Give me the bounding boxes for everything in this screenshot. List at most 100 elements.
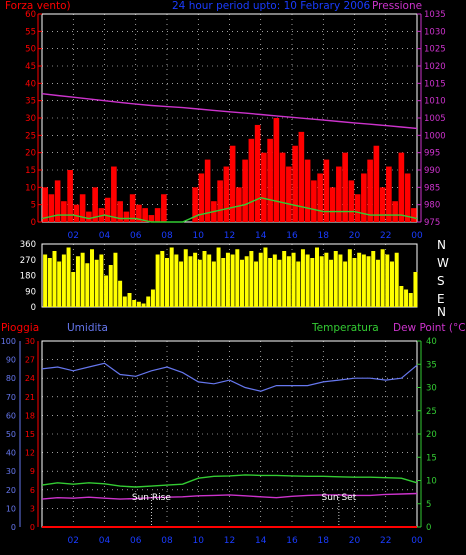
pressure-y-tick-1000: 1000 bbox=[424, 131, 446, 141]
direction-bar-17 bbox=[122, 296, 127, 307]
wind-bar-1 bbox=[48, 194, 55, 222]
direction-bar-42 bbox=[240, 259, 244, 307]
climate-x-tick-14: 14 bbox=[255, 536, 267, 546]
wind-bar-2 bbox=[54, 180, 61, 222]
wind-bar-52 bbox=[367, 159, 373, 222]
wind-bar-13 bbox=[123, 211, 130, 222]
humidity-y-tick-40: 40 bbox=[6, 449, 16, 458]
pressure-y-tick-985: 985 bbox=[424, 183, 440, 193]
pressure-y-tick-1035: 1035 bbox=[424, 10, 446, 20]
climate-frame bbox=[41, 340, 418, 528]
rain-y-tick-21: 21 bbox=[25, 393, 35, 402]
direction-bar-10 bbox=[90, 249, 94, 307]
period-label: 24 hour period upto: 10 Febrary 2006 bbox=[172, 0, 371, 12]
direction-bar-16 bbox=[118, 280, 123, 307]
direction-y-tick-360: 360 bbox=[20, 240, 36, 250]
wind-x-tick-14: 14 bbox=[255, 231, 267, 241]
humidity-y-tick-10: 10 bbox=[6, 504, 16, 513]
direction-bar-59 bbox=[319, 256, 324, 307]
direction-bar-52 bbox=[286, 256, 291, 307]
wind-bar-24 bbox=[192, 187, 198, 222]
pressure-y-tick-990: 990 bbox=[424, 166, 440, 176]
sun-set-label: Sun Set bbox=[321, 493, 356, 503]
wind-force-label: Forza vento) bbox=[5, 0, 71, 12]
pressure-y-tick-1005: 1005 bbox=[424, 114, 446, 124]
wind-bar-35 bbox=[261, 152, 267, 222]
wind-y-tick-5: 5 bbox=[31, 201, 36, 211]
direction-bar-37 bbox=[216, 247, 221, 307]
wind-x-tick-10: 10 bbox=[193, 231, 205, 241]
temperature-y-tick-20: 20 bbox=[426, 430, 437, 440]
wind-x-tick-22: 22 bbox=[380, 231, 391, 241]
direction-bar-45 bbox=[254, 261, 259, 307]
direction-bar-34 bbox=[202, 251, 207, 307]
climate-x-tick-02: 02 bbox=[68, 536, 79, 546]
wind-bar-25 bbox=[198, 173, 205, 222]
temperature-label: Temperatura bbox=[311, 322, 379, 334]
direction-bar-77 bbox=[404, 289, 409, 307]
direction-bar-1 bbox=[47, 258, 52, 307]
direction-bar-15 bbox=[113, 252, 118, 307]
wind-bar-16 bbox=[142, 208, 148, 222]
wind-bar-32 bbox=[242, 159, 248, 222]
direction-bar-49 bbox=[272, 254, 277, 307]
wind-y-tick-40: 40 bbox=[25, 79, 36, 89]
wind-bar-18 bbox=[154, 208, 161, 222]
wind-bar-57 bbox=[398, 152, 405, 222]
direction-bar-20 bbox=[136, 301, 141, 307]
humidity-y-tick-60: 60 bbox=[6, 411, 16, 420]
wind-y-tick-15: 15 bbox=[25, 166, 36, 176]
direction-bar-27 bbox=[169, 247, 174, 307]
pressure-y-tick-1025: 1025 bbox=[424, 45, 446, 55]
wind-bar-51 bbox=[361, 173, 367, 222]
direction-bar-22 bbox=[146, 296, 151, 307]
climate-x-tick-04: 04 bbox=[99, 536, 111, 546]
wind-bar-54 bbox=[379, 187, 386, 222]
wind-bar-12 bbox=[117, 201, 123, 222]
direction-bar-6 bbox=[71, 272, 76, 307]
wind-bar-33 bbox=[248, 138, 255, 222]
wind-y-tick-20: 20 bbox=[25, 149, 36, 159]
wind-y-tick-35: 35 bbox=[25, 97, 36, 107]
direction-bar-62 bbox=[333, 251, 338, 307]
wind-bar-17 bbox=[148, 215, 155, 222]
direction-bar-72 bbox=[380, 249, 385, 307]
pressure-y-tick-980: 980 bbox=[424, 201, 440, 211]
direction-bar-64 bbox=[343, 261, 348, 307]
direction-bar-11 bbox=[94, 259, 99, 307]
direction-label-s: S bbox=[437, 274, 445, 288]
direction-bar-63 bbox=[338, 254, 343, 307]
rain-y-tick-30: 30 bbox=[25, 337, 35, 346]
rain-y-tick-6: 6 bbox=[30, 486, 35, 495]
direction-bar-2 bbox=[52, 251, 57, 307]
wind-bar-29 bbox=[223, 166, 230, 222]
climate-x-tick-00: 00 bbox=[411, 536, 423, 546]
direction-y-tick-180: 180 bbox=[20, 272, 36, 282]
wind-bar-10 bbox=[104, 197, 111, 222]
humidity-y-tick-0: 0 bbox=[11, 523, 16, 532]
direction-bar-65 bbox=[347, 249, 352, 307]
climate-x-tick-08: 08 bbox=[161, 536, 173, 546]
wind-bar-34 bbox=[254, 124, 261, 222]
wind-bar-4 bbox=[67, 170, 73, 222]
dew-point-line bbox=[41, 492, 418, 500]
direction-bar-73 bbox=[385, 254, 390, 307]
wind-bar-15 bbox=[136, 204, 142, 222]
wind-bar-0 bbox=[42, 187, 48, 222]
temperature-y-tick-25: 25 bbox=[426, 407, 437, 417]
wind-x-tick-08: 08 bbox=[161, 231, 173, 241]
wind-bar-26 bbox=[204, 159, 211, 222]
direction-bar-39 bbox=[225, 252, 230, 307]
direction-bar-0 bbox=[43, 254, 48, 307]
wind-y-tick-0: 0 bbox=[31, 218, 36, 228]
wind-avg-line bbox=[41, 196, 418, 223]
direction-bar-61 bbox=[329, 259, 334, 307]
wind-y-tick-60: 60 bbox=[25, 10, 36, 20]
temperature-y-tick-0: 0 bbox=[426, 523, 431, 533]
wind-bar-48 bbox=[342, 152, 348, 222]
direction-bar-24 bbox=[155, 254, 160, 307]
wind-bar-43 bbox=[311, 180, 317, 222]
direction-bar-76 bbox=[399, 286, 404, 307]
direction-bar-50 bbox=[277, 259, 282, 307]
direction-bar-66 bbox=[352, 258, 357, 307]
